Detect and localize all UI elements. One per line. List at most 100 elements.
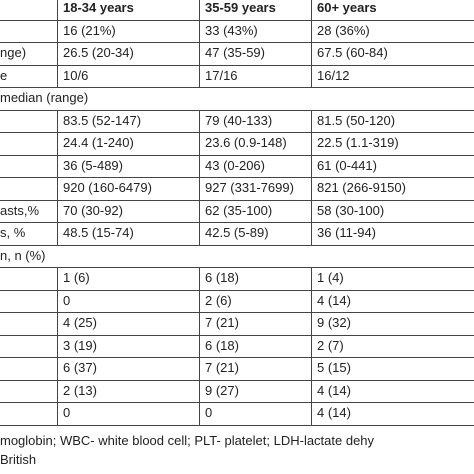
column-line [311, 289, 312, 312]
cell: 4 (14) [317, 292, 351, 308]
cell: 48.5 (15-74) [63, 225, 134, 240]
column-line [311, 222, 312, 245]
cell: 2 (6) [205, 292, 232, 308]
column-line [199, 289, 200, 312]
cell: 33 (43%) [205, 22, 258, 38]
cell: 0 [205, 405, 213, 420]
header-cell: 60+ years [317, 0, 377, 15]
row-line [0, 177, 474, 178]
column-line [57, 357, 58, 380]
cell: 4 (14) [317, 405, 351, 420]
column-line [311, 64, 312, 87]
column-line [57, 312, 58, 335]
cell: 47 (35-59) [205, 45, 265, 60]
row-line [0, 267, 474, 268]
column-line [57, 42, 58, 65]
cell: 9 (32) [317, 315, 351, 330]
column-line [311, 154, 312, 177]
column-line [57, 289, 58, 312]
column-line [199, 109, 200, 132]
column-line [199, 42, 200, 65]
column-line [311, 357, 312, 380]
row-line [0, 402, 474, 403]
row-line [0, 132, 474, 133]
row-line [0, 357, 474, 358]
cell: 83.5 (52-147) [63, 112, 142, 128]
column-line [57, 154, 58, 177]
cell: 22.5 (1.1-319) [317, 135, 399, 150]
row-line [0, 312, 474, 313]
column-line [199, 402, 200, 425]
row-line [0, 109, 474, 111]
column-line [57, 199, 58, 222]
cell: 81.5 (50-120) [317, 112, 396, 128]
footnote: British [0, 451, 37, 467]
column-line [311, 42, 312, 65]
column-line [57, 402, 58, 425]
column-line [199, 379, 200, 402]
column-line [199, 222, 200, 245]
cell: 79 (40-133) [205, 112, 273, 128]
column-line [57, 109, 58, 132]
column-line [311, 312, 312, 335]
cell: 4 (25) [63, 315, 97, 330]
cell: 62 (35-100) [205, 202, 273, 218]
row-line [0, 42, 474, 43]
row-line [0, 87, 474, 88]
cell: 1 (4) [317, 270, 344, 285]
column-line [199, 312, 200, 335]
column-line [311, 334, 312, 357]
cell: 7 (21) [205, 360, 239, 375]
column-line [57, 379, 58, 402]
cell: 23.6 (0.9-148) [205, 135, 287, 150]
column-line [311, 0, 312, 20]
cell: 16/12 [317, 67, 350, 83]
column-line [311, 379, 312, 402]
column-line [57, 177, 58, 200]
cell: 4 (14) [317, 382, 351, 398]
column-line [311, 402, 312, 425]
column-line [57, 19, 58, 42]
row-line [0, 244, 474, 246]
row-label: asts,% [0, 202, 40, 218]
cell: 58 (30-100) [317, 202, 385, 218]
row-line [0, 379, 474, 381]
row-label: nge) [0, 45, 27, 60]
column-line [57, 267, 58, 290]
column-line [199, 334, 200, 357]
cell: 70 (30-92) [63, 202, 123, 218]
column-line [199, 199, 200, 222]
column-line [311, 267, 312, 290]
column-line [57, 64, 58, 87]
column-line [311, 199, 312, 222]
cell: 43 (0-206) [205, 157, 265, 173]
cell: 5 (15) [317, 360, 351, 375]
row-line [0, 222, 474, 223]
header-cell: 18-34 years [63, 0, 134, 15]
row-line [0, 154, 474, 156]
cell: 6 (37) [63, 360, 97, 375]
cell: 61 (0-441) [317, 157, 377, 173]
cell: 920 (160-6479) [63, 180, 152, 195]
cell: 821 (266-9150) [317, 180, 406, 195]
cell: 36 (5-489) [63, 157, 123, 173]
column-line [311, 109, 312, 132]
cell: 10/6 [63, 67, 89, 83]
column-line [311, 132, 312, 155]
column-line [199, 357, 200, 380]
cell: 0 [63, 292, 71, 308]
row-line [0, 424, 474, 426]
column-line [57, 132, 58, 155]
cell: 2 (13) [63, 382, 97, 398]
cell: 24.4 (1-240) [63, 135, 134, 150]
cell: 26.5 (20-34) [63, 45, 134, 60]
row-line [0, 289, 474, 291]
cell: 36 (11-94) [317, 225, 377, 240]
column-line [199, 177, 200, 200]
column-line [57, 222, 58, 245]
cell: 6 (18) [205, 337, 239, 353]
column-line [199, 267, 200, 290]
column-line [57, 0, 58, 20]
cell: 17/16 [205, 67, 238, 83]
cell: 16 (21%) [63, 22, 116, 38]
